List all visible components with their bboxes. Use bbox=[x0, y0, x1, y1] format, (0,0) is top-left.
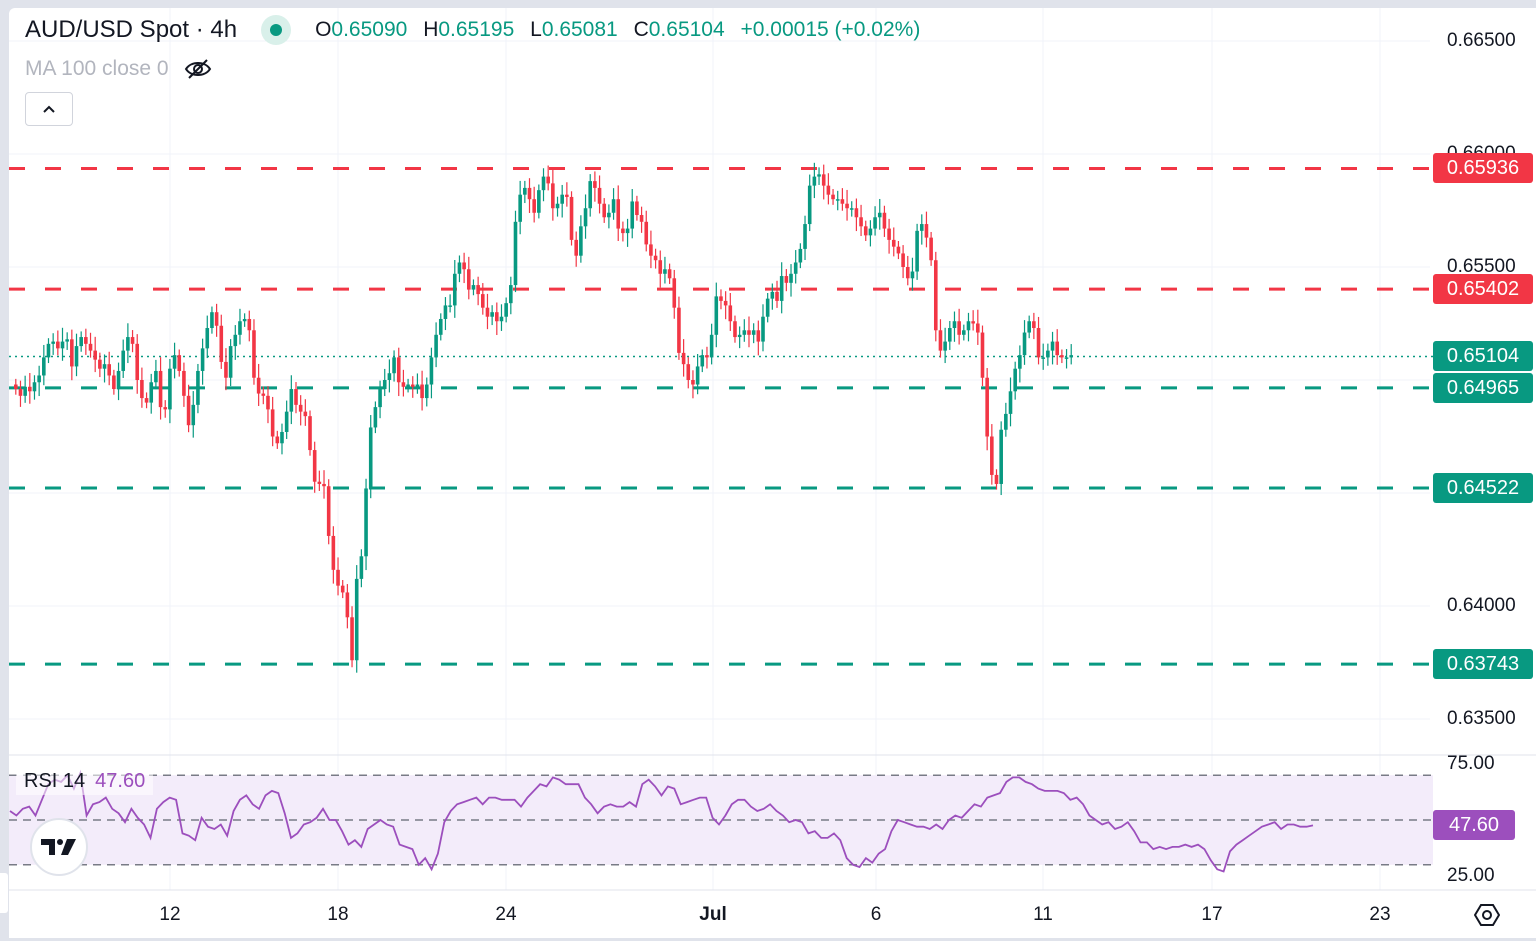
tradingview-logo-icon bbox=[41, 839, 76, 855]
close-value: 0.65104 bbox=[648, 18, 725, 41]
price-tick-label: 0.66500 bbox=[1447, 30, 1516, 51]
rsi-value: 47.60 bbox=[95, 770, 146, 792]
low-label: L bbox=[530, 18, 542, 41]
price-tag: 0.65402 bbox=[1433, 274, 1533, 305]
open-label: O bbox=[315, 18, 332, 41]
price-tick-label: 0.64000 bbox=[1447, 595, 1516, 616]
close-label: C bbox=[633, 18, 649, 41]
time-label: 17 bbox=[1201, 904, 1223, 925]
high-value: 0.65195 bbox=[438, 18, 515, 41]
price-tick-label: 0.63500 bbox=[1447, 708, 1516, 729]
time-label: Jul bbox=[699, 904, 727, 925]
symbol-title[interactable]: AUD/USD Spot · 4h bbox=[25, 16, 238, 43]
rsi-tick-label: 25.00 bbox=[1447, 865, 1495, 886]
rsi-value-tag: 47.60 bbox=[1433, 810, 1515, 841]
rsi-tick-label: 75.00 bbox=[1447, 753, 1495, 774]
ma-indicator-legend[interactable]: MA 100 close 0 bbox=[25, 57, 213, 81]
high-label: H bbox=[423, 18, 439, 41]
change-value: +0.00015 (+0.02%) bbox=[740, 18, 921, 41]
price-tag: 0.65936 bbox=[1433, 153, 1533, 184]
price-tick-label: 0.65500 bbox=[1447, 256, 1516, 277]
price-tag: 0.63743 bbox=[1433, 649, 1533, 680]
low-value: 0.65081 bbox=[541, 18, 618, 41]
ma-label: MA 100 close 0 bbox=[25, 57, 169, 80]
symbol-legend: AUD/USD Spot · 4h O0.65090 H0.65195 L0.6… bbox=[25, 15, 930, 45]
price-tag: 0.64965 bbox=[1433, 372, 1533, 403]
side-panel-toggle[interactable] bbox=[0, 872, 9, 914]
rsi-legend[interactable]: RSI 14 47.60 bbox=[16, 768, 154, 795]
settings-icon[interactable] bbox=[1474, 903, 1500, 927]
time-label: 11 bbox=[1033, 904, 1053, 925]
price-tag: 0.65104 bbox=[1433, 341, 1533, 372]
ohlc-values: O0.65090 H0.65195 L0.65081 C0.65104 +0.0… bbox=[315, 18, 930, 42]
price-tag: 0.64522 bbox=[1433, 473, 1533, 504]
time-label: 18 bbox=[327, 904, 349, 925]
time-label: 24 bbox=[495, 904, 517, 925]
time-label: 6 bbox=[870, 904, 882, 925]
rsi-label: RSI 14 bbox=[24, 770, 86, 792]
eye-crossed-icon[interactable] bbox=[183, 57, 213, 81]
tradingview-logo[interactable] bbox=[30, 818, 88, 876]
time-label: 23 bbox=[1369, 904, 1391, 925]
chevron-up-icon bbox=[43, 105, 55, 113]
open-value: 0.65090 bbox=[331, 18, 408, 41]
time-label: 12 bbox=[159, 904, 181, 925]
market-status-icon bbox=[261, 15, 292, 45]
collapse-legend-button[interactable] bbox=[25, 92, 73, 126]
